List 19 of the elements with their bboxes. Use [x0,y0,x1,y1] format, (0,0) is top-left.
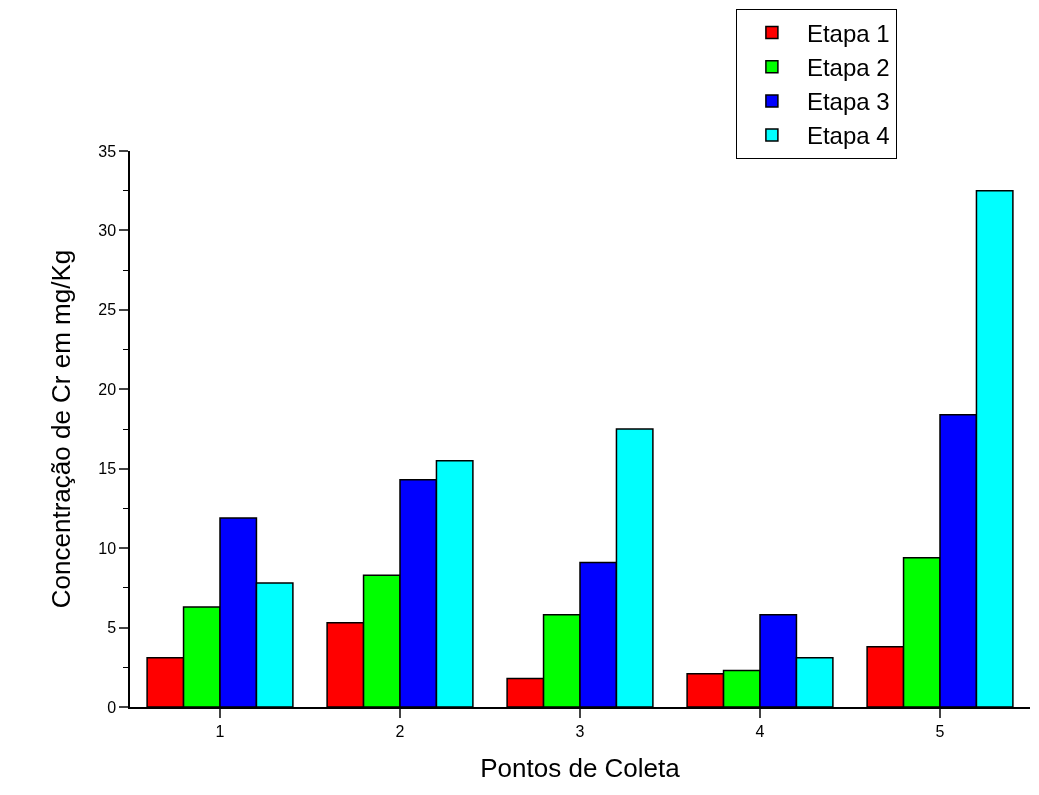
y-tick-label: 30 [98,222,117,240]
legend-label: Etapa 1 [806,19,890,47]
x-axis-title: Pontos de Coleta [480,753,681,784]
y-tick-label: 0 [107,698,117,716]
x-tick-label: 3 [575,722,585,740]
x-tick-label: 5 [935,722,945,740]
y-axis-title: Concentração de Cr em mg/Kg [46,249,77,609]
legend-label: Etapa 3 [806,88,890,116]
x-tick-label: 2 [395,722,405,740]
y-tick-label: 35 [98,142,117,160]
y-tick-label: 10 [98,539,117,557]
x-tick-label: 1 [215,722,225,740]
legend-label: Etapa 2 [806,54,890,82]
legend-label: Etapa 4 [806,122,890,150]
x-tick-label: 4 [755,722,765,740]
y-tick-label: 20 [98,380,117,398]
y-tick-label: 15 [98,460,117,478]
y-tick-label: 5 [107,619,117,637]
y-tick-label: 25 [98,301,117,319]
